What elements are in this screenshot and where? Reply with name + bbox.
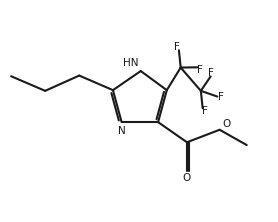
Text: F: F (197, 65, 203, 75)
Text: F: F (218, 91, 224, 101)
Text: O: O (183, 173, 191, 183)
Text: HN: HN (123, 58, 138, 68)
Text: O: O (222, 119, 231, 129)
Text: F: F (208, 68, 214, 78)
Text: N: N (118, 126, 125, 136)
Text: F: F (202, 106, 208, 116)
Text: F: F (174, 42, 180, 52)
